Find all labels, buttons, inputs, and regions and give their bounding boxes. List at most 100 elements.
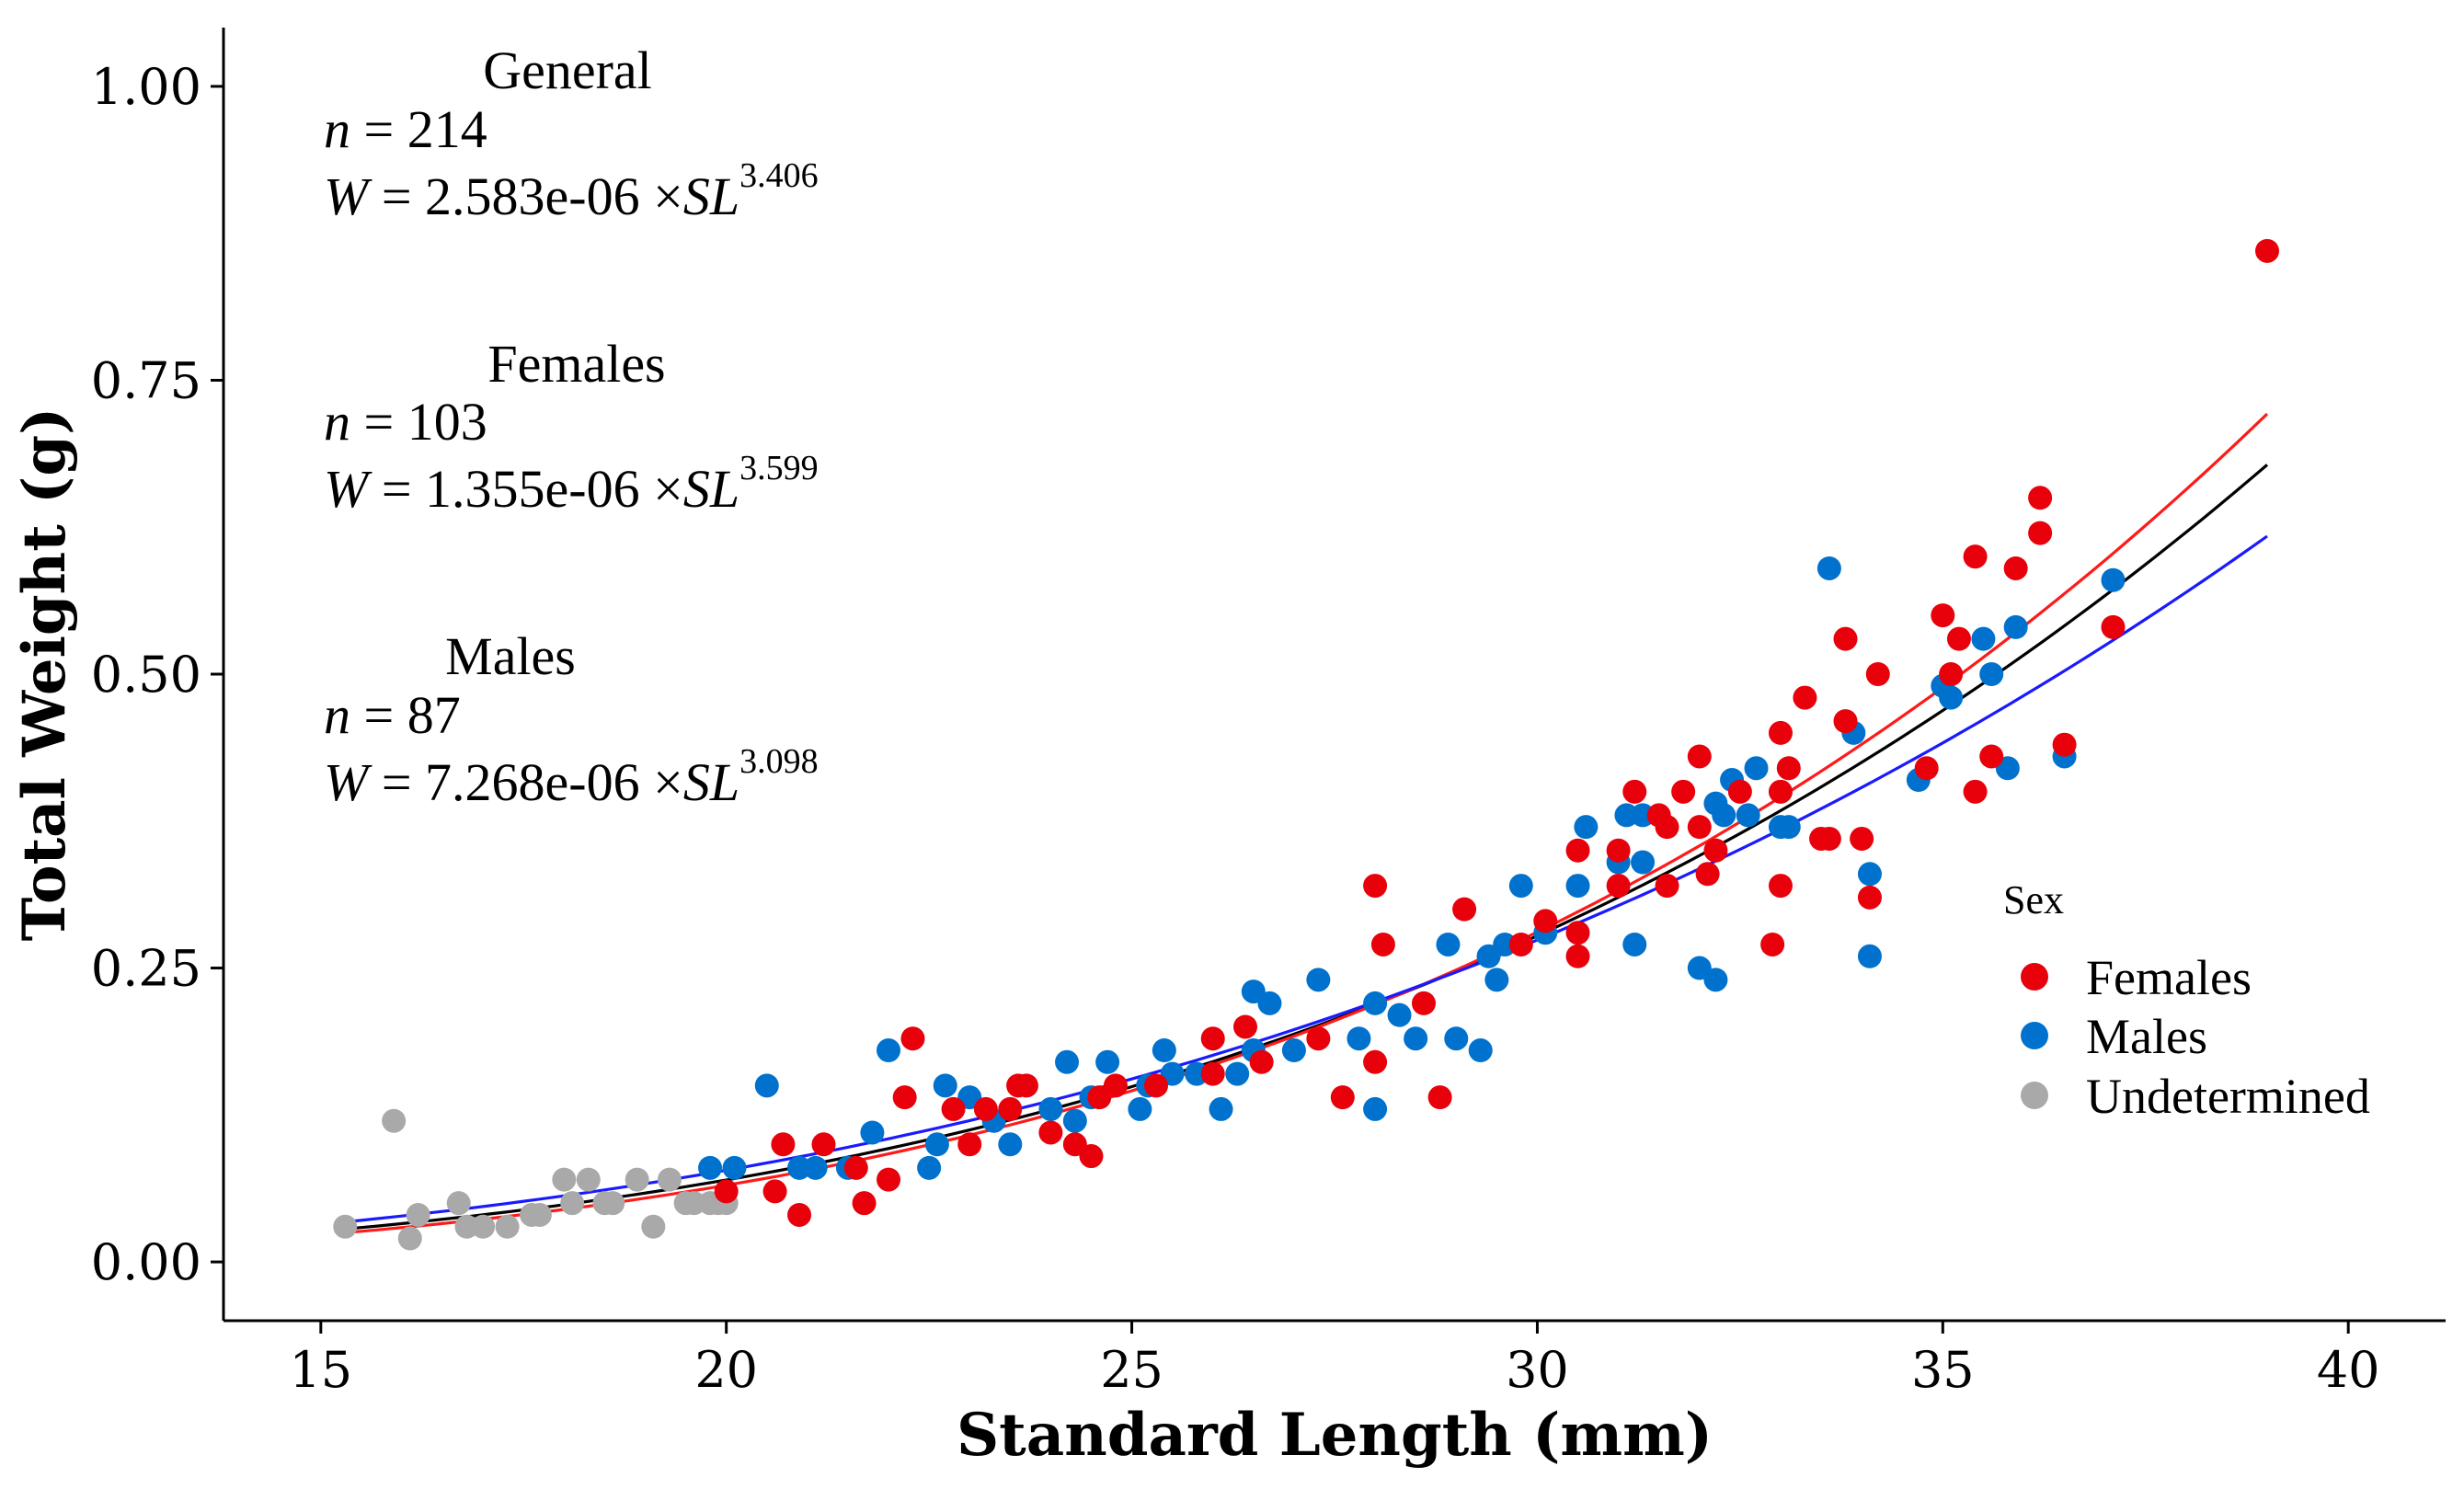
point-undetermined — [641, 1214, 666, 1239]
point-females — [1014, 1073, 1038, 1098]
point-females — [1144, 1073, 1169, 1098]
point-males — [1622, 932, 1647, 956]
point-females — [1330, 1085, 1355, 1110]
curve-females — [345, 412, 2269, 1234]
point-females — [787, 1202, 812, 1227]
point-males — [933, 1073, 957, 1098]
point-females — [1850, 826, 1874, 851]
point-females — [762, 1179, 787, 1204]
point-males — [1062, 1108, 1087, 1133]
point-females — [957, 1132, 982, 1157]
y-tick-label: 0.00 — [91, 1233, 201, 1291]
point-females — [1695, 862, 1720, 887]
point-males — [860, 1120, 885, 1145]
point-females — [1671, 779, 1696, 804]
point-females — [1200, 1061, 1225, 1086]
point-females — [1914, 756, 1939, 781]
point-males — [1225, 1061, 1250, 1086]
point-females — [1687, 744, 1712, 769]
legend-label-males: Males — [2086, 1009, 2207, 1064]
point-females — [1200, 1026, 1225, 1051]
point-males — [1347, 1026, 1371, 1051]
point-males — [1508, 874, 1533, 899]
point-females — [1038, 1120, 1063, 1145]
point-males — [1152, 1038, 1176, 1063]
point-males — [1055, 1049, 1080, 1074]
point-males — [1816, 556, 1841, 580]
y-tick-label: 0.25 — [91, 940, 201, 998]
point-males — [998, 1132, 1023, 1157]
point-females — [1533, 909, 1558, 933]
point-males — [1484, 968, 1509, 992]
annotation-males-equation: W = 7.268e-06 ×SL3.098 — [324, 742, 819, 812]
point-males — [1038, 1096, 1063, 1121]
point-females — [1768, 720, 1793, 745]
legend-swatch-females — [2021, 963, 2048, 991]
point-females — [714, 1179, 739, 1204]
point-females — [1865, 662, 1890, 686]
point-males — [754, 1073, 779, 1098]
point-females — [2101, 614, 2126, 639]
annotation-females-equation: W = 1.355e-06 ×SL3.599 — [324, 449, 819, 519]
legend: Sex Females Males Undetermined — [2003, 877, 2370, 1124]
point-males — [1444, 1026, 1469, 1051]
point-females — [1979, 744, 2004, 769]
point-females — [1363, 1049, 1388, 1074]
annotation-general: General n = 214 W = 2.583e-06 ×SL3.406 — [324, 40, 819, 226]
legend-swatch-males — [2021, 1022, 2048, 1049]
y-axis-title: Total Weight (g) — [10, 407, 79, 942]
point-females — [1816, 826, 1841, 851]
point-females — [900, 1026, 925, 1051]
point-males — [1574, 815, 1599, 840]
legend-label-females: Females — [2086, 950, 2252, 1005]
point-males — [1631, 850, 1656, 875]
point-females — [1946, 626, 1971, 651]
point-males — [924, 1132, 949, 1157]
point-females — [1655, 815, 1679, 840]
point-males — [1306, 968, 1331, 992]
x-tick-label: 40 — [2317, 1341, 2380, 1399]
point-females — [1370, 932, 1395, 956]
point-males — [1712, 803, 1736, 828]
point-females — [1233, 1014, 1258, 1039]
legend-swatch-undetermined — [2021, 1082, 2048, 1109]
annotation-general-n: n = 214 — [324, 99, 487, 159]
data-points — [333, 238, 2280, 1251]
point-females — [852, 1191, 877, 1216]
annotation-general-title: General — [483, 40, 652, 100]
point-undetermined — [471, 1214, 496, 1239]
point-males — [1776, 815, 1801, 840]
point-females — [1768, 874, 1793, 899]
point-females — [1622, 779, 1647, 804]
point-undetermined — [397, 1226, 422, 1251]
point-females — [1939, 662, 1964, 686]
x-tick-label: 25 — [1100, 1341, 1163, 1399]
point-females — [1703, 838, 1728, 863]
annotation-males: Males n = 87 W = 7.268e-06 ×SL3.098 — [324, 626, 819, 812]
point-females — [1103, 1073, 1128, 1098]
point-females — [1565, 944, 1590, 968]
point-males — [1703, 968, 1728, 992]
point-males — [1281, 1038, 1306, 1063]
point-females — [1833, 709, 1858, 734]
point-undetermined — [552, 1167, 577, 1192]
point-females — [1606, 874, 1631, 899]
point-males — [1979, 662, 2004, 686]
legend-label-undetermined: Undetermined — [2086, 1069, 2370, 1124]
point-undetermined — [495, 1214, 520, 1239]
legend-title: Sex — [2003, 877, 2064, 922]
x-tick-label: 15 — [289, 1341, 352, 1399]
point-males — [1436, 932, 1461, 956]
point-females — [2003, 556, 2028, 580]
annotation-females: Females n = 103 W = 1.355e-06 ×SL3.599 — [324, 334, 819, 519]
point-undetermined — [382, 1108, 407, 1133]
point-undetermined — [576, 1167, 601, 1192]
point-females — [1427, 1085, 1452, 1110]
x-tick-label: 35 — [1911, 1341, 1975, 1399]
annotation-general-equation: W = 2.583e-06 ×SL3.406 — [324, 156, 819, 226]
point-females — [1833, 626, 1858, 651]
point-females — [973, 1096, 998, 1121]
point-females — [1565, 921, 1590, 945]
point-males — [1387, 1002, 1412, 1027]
